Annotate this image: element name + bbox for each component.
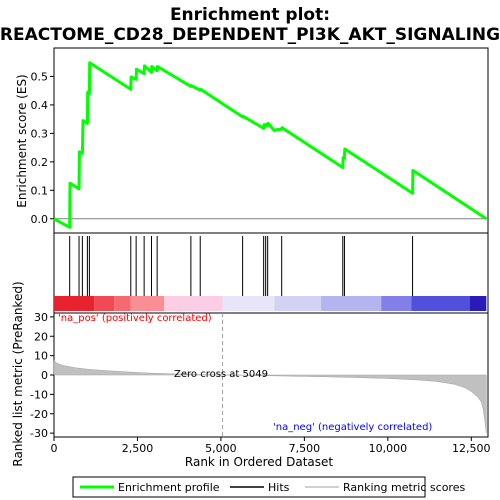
ranking-y-axis-label: Ranked list metric (PreRanked): [11, 281, 25, 466]
x-tick-label: 12,500: [452, 442, 491, 455]
ranking-y-tick-label: -10: [30, 388, 48, 401]
heat-bar-segment: [54, 296, 95, 311]
heat-bar-segment: [130, 296, 165, 311]
legend-label-enrichment-profile: Enrichment profile: [118, 481, 220, 494]
positive-correlation-label: 'na_pos' (positively correlated): [58, 313, 212, 324]
x-axis: 0 2,500 5,000 7,500 10,000 12,500: [51, 437, 491, 455]
heat-bar-segment: [222, 296, 275, 311]
hits-panel: [53, 232, 489, 314]
x-tick-label: 7,500: [289, 442, 321, 455]
es-y-tick-label: 0.0: [31, 213, 49, 226]
ranking-y-tick-label: -30: [30, 427, 48, 440]
heat-bar-segment: [164, 296, 223, 311]
heat-bar-segment: [94, 296, 115, 311]
legend: Enrichment profile Hits Ranking metric s…: [72, 476, 465, 498]
es-y-tick-label: 0.1: [31, 184, 49, 197]
heat-bar-segment: [469, 296, 487, 311]
x-axis-label: Rank in Ordered Dataset: [185, 455, 333, 469]
chart-title-line-1: Enrichment plot:: [170, 5, 330, 25]
heat-bar-segment: [274, 296, 322, 311]
negative-correlation-label: 'na_neg' (negatively correlated): [273, 422, 432, 433]
ranking-y-tick-label: -20: [30, 408, 48, 421]
ranking-panel: 30 20 10 0 -10 -20 -30 'na_pos' (positively co…: [11, 281, 489, 467]
heat-bar-segment: [381, 296, 412, 311]
es-y-axis-label: Enrichment score (ES): [15, 74, 29, 207]
es-y-tick-label: 0.4: [31, 99, 49, 112]
x-tick-label: 5,000: [205, 442, 237, 455]
zero-cross-label: Zero cross at 5049: [174, 369, 268, 380]
x-tick-label: 2,500: [122, 442, 154, 455]
ranking-y-tick-label: 0: [41, 369, 48, 382]
es-panel-frame: [53, 47, 489, 234]
es-y-tick-label: 0.2: [31, 156, 49, 169]
legend-label-ranking-metric: Ranking metric scores: [343, 481, 465, 494]
heat-bar-segment: [411, 296, 470, 311]
legend-label-hits: Hits: [268, 481, 290, 494]
ranking-y-tick-label: 20: [34, 330, 48, 343]
ranking-y-tick-label: 30: [34, 311, 48, 324]
es-panel: 0.0 0.1 0.2 0.3 0.4 0.5 Enrichment score (ES): [15, 47, 489, 234]
heat-bar-segment: [114, 296, 131, 311]
chart-title-line-2: REACTOME_CD28_DEPENDENT_PI3K_AKT_SIGNALI…: [0, 25, 500, 45]
ranking-metric-area: [53, 359, 487, 434]
es-y-tick-label: 0.3: [31, 127, 49, 140]
enrichment-profile-line: [53, 61, 488, 229]
x-tick-label: 0: [51, 442, 58, 455]
x-tick-label: 10,000: [369, 442, 408, 455]
ranking-y-tick-label: 10: [34, 350, 48, 363]
es-y-tick-label: 0.5: [31, 70, 49, 83]
heat-bar-segment: [321, 296, 382, 311]
